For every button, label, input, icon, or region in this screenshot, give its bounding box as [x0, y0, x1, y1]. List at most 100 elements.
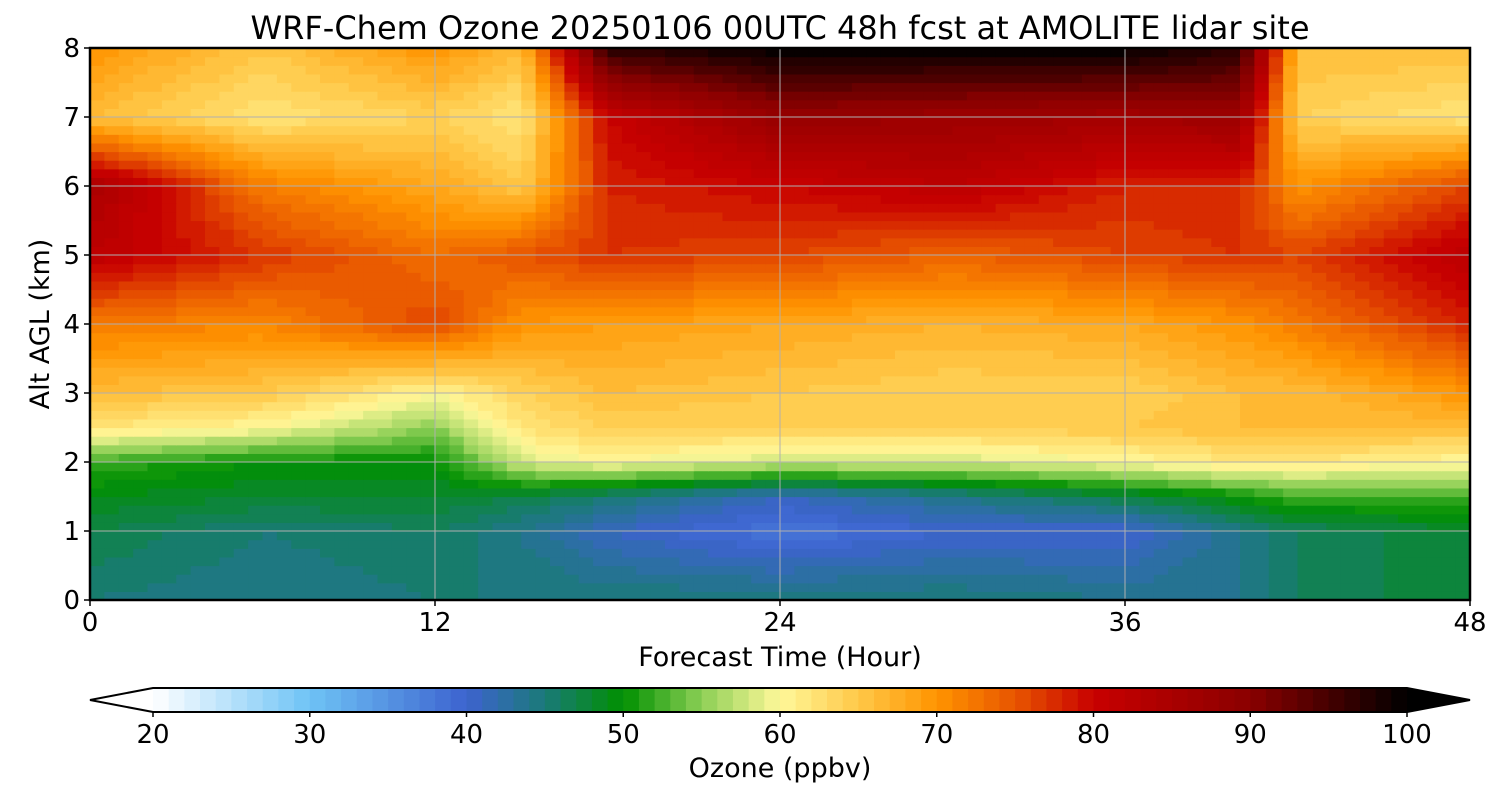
- heatmap-cell: [1067, 470, 1083, 480]
- heatmap-cell: [607, 324, 623, 334]
- heatmap-cell: [262, 194, 278, 204]
- heatmap-cell: [808, 505, 824, 515]
- heatmap-cell: [1168, 289, 1184, 299]
- heatmap-cell: [506, 324, 522, 334]
- heatmap-cell: [722, 272, 738, 282]
- heatmap-cell: [1182, 574, 1198, 584]
- heatmap-cell: [1398, 358, 1414, 368]
- heatmap-cell: [305, 332, 321, 342]
- heatmap-cell: [1110, 272, 1126, 282]
- heatmap-cell: [564, 393, 580, 403]
- heatmap-cell: [650, 246, 666, 256]
- heatmap-cell: [492, 341, 508, 351]
- heatmap-cell: [1182, 186, 1198, 196]
- heatmap-cell: [305, 211, 321, 222]
- heatmap-cell: [550, 375, 565, 385]
- heatmap-cell: [981, 556, 997, 567]
- heatmap-cell: [1240, 255, 1255, 265]
- heatmap-cell: [1081, 211, 1097, 222]
- heatmap-cell: [118, 272, 134, 282]
- heatmap-cell: [233, 574, 249, 584]
- heatmap-cell: [276, 194, 292, 204]
- heatmap-cell: [909, 349, 925, 360]
- heatmap-cell: [1297, 582, 1313, 592]
- heatmap-cell: [320, 384, 335, 394]
- heatmap-cell: [621, 565, 637, 575]
- heatmap-cell: [1426, 358, 1442, 368]
- heatmap-cell: [636, 358, 652, 368]
- heatmap-cell: [851, 358, 867, 368]
- heatmap-cell: [679, 384, 695, 394]
- heatmap-cell: [305, 280, 321, 291]
- heatmap-cell: [1168, 177, 1184, 187]
- heatmap-cell: [1383, 401, 1399, 411]
- heatmap-cell: [1369, 574, 1385, 584]
- heatmap-cell: [348, 151, 364, 161]
- heatmap-cell: [679, 341, 695, 351]
- heatmap-cell: [923, 436, 939, 446]
- heatmap-cell: [708, 151, 724, 161]
- heatmap-cell: [1355, 315, 1370, 325]
- heatmap-cell: [363, 453, 379, 463]
- heatmap-cell: [420, 393, 436, 403]
- heatmap-cell: [219, 194, 235, 204]
- heatmap-cell: [981, 582, 997, 592]
- heatmap-cell: [1196, 582, 1212, 592]
- heatmap-cell: [621, 177, 637, 187]
- heatmap-cell: [1355, 410, 1370, 420]
- heatmap-cell: [492, 505, 508, 515]
- heatmap-cell: [880, 332, 896, 342]
- heatmap-cell: [1153, 315, 1169, 325]
- heatmap-cell: [1369, 186, 1385, 196]
- heatmap-cell: [1038, 341, 1054, 351]
- heatmap-cell: [176, 487, 192, 498]
- heatmap-cell: [1125, 393, 1140, 403]
- heatmap-cell: [1283, 548, 1299, 558]
- heatmap-cell: [1340, 255, 1356, 265]
- heatmap-cell: [1110, 298, 1126, 308]
- heatmap-cell: [794, 237, 810, 247]
- heatmap-cell: [1225, 393, 1241, 403]
- heatmap-cell: [1268, 548, 1284, 558]
- heatmap-cell: [535, 332, 551, 342]
- heatmap-cell: [1254, 186, 1270, 196]
- heatmap-cell: [550, 255, 565, 265]
- heatmap-cell: [665, 280, 680, 291]
- heatmap-cell: [1125, 203, 1140, 213]
- heatmap-cell: [492, 556, 508, 567]
- heatmap-cell: [1254, 401, 1270, 411]
- heatmap-cell: [1153, 177, 1169, 187]
- heatmap-cell: [176, 548, 192, 558]
- heatmap-cell: [420, 272, 436, 282]
- heatmap-cell: [535, 358, 551, 368]
- heatmap-cell: [147, 220, 163, 230]
- heatmap-cell: [492, 496, 508, 506]
- heatmap-cell: [1340, 341, 1356, 351]
- heatmap-cell: [952, 565, 968, 575]
- heatmap-cell: [794, 548, 810, 558]
- heatmap-cell: [521, 513, 537, 523]
- heatmap-cell: [276, 160, 292, 170]
- heatmap-cell: [478, 358, 494, 368]
- heatmap-cell: [219, 470, 235, 480]
- heatmap-cell: [205, 582, 220, 592]
- heatmap-cell: [1268, 513, 1284, 523]
- heatmap-cell: [1038, 591, 1054, 600]
- heatmap-cell: [880, 160, 896, 170]
- heatmap-cell: [808, 177, 824, 187]
- heatmap-cell: [320, 246, 335, 256]
- heatmap-cell: [348, 574, 364, 584]
- heatmap-cell: [636, 513, 652, 523]
- heatmap-cell: [1182, 298, 1198, 308]
- heatmap-cell: [1010, 298, 1025, 308]
- heatmap-cell: [952, 427, 968, 437]
- heatmap-cell: [133, 513, 149, 523]
- heatmap-cell: [1053, 539, 1069, 549]
- heatmap-cell: [1010, 324, 1025, 334]
- heatmap-cell: [981, 220, 997, 230]
- heatmap-cell: [1196, 548, 1212, 558]
- heatmap-cell: [348, 263, 364, 273]
- heatmap-cell: [348, 444, 364, 454]
- heatmap-cell: [1297, 479, 1313, 489]
